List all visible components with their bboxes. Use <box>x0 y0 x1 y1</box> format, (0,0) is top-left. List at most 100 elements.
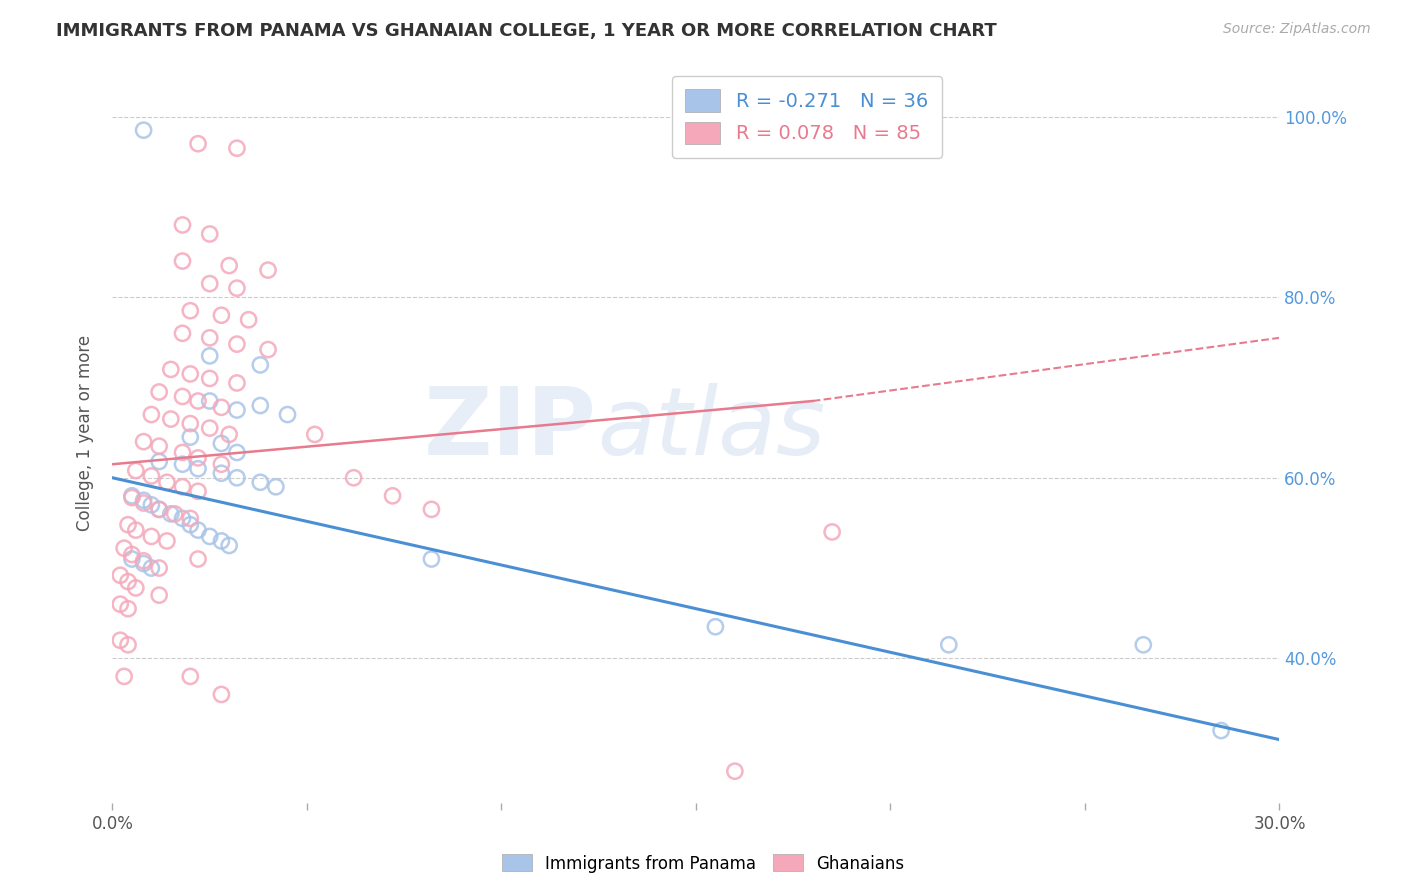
Point <box>198 529 221 543</box>
Point <box>117 601 139 615</box>
Point <box>172 254 194 268</box>
Point <box>141 561 163 575</box>
Point <box>238 312 260 326</box>
Point <box>218 539 240 553</box>
Point <box>179 367 201 381</box>
Point <box>249 475 271 490</box>
Text: IMMIGRANTS FROM PANAMA VS GHANAIAN COLLEGE, 1 YEAR OR MORE CORRELATION CHART: IMMIGRANTS FROM PANAMA VS GHANAIAN COLLE… <box>56 22 997 40</box>
Point <box>179 517 201 532</box>
Point <box>198 394 221 409</box>
Point <box>226 471 249 485</box>
Point <box>198 331 221 345</box>
Point <box>209 688 232 702</box>
Point <box>179 303 201 318</box>
Point <box>132 496 155 510</box>
Point <box>257 343 280 357</box>
Point <box>132 557 155 571</box>
Point <box>172 218 194 232</box>
Point <box>112 669 135 683</box>
Point <box>264 480 287 494</box>
Point <box>226 403 249 417</box>
Point <box>160 362 183 376</box>
Point <box>117 517 139 532</box>
Point <box>110 568 132 582</box>
Point <box>198 371 221 385</box>
Point <box>148 439 170 453</box>
Point <box>141 469 163 483</box>
Point <box>704 620 727 634</box>
Point <box>198 421 221 435</box>
Point <box>209 401 232 415</box>
Point <box>226 337 249 351</box>
Point <box>343 471 366 485</box>
Point <box>276 408 298 422</box>
Point <box>172 445 194 459</box>
Point <box>148 502 170 516</box>
Point <box>141 498 163 512</box>
Point <box>156 475 179 490</box>
Point <box>172 511 194 525</box>
Point <box>249 399 271 413</box>
Point <box>1209 723 1232 738</box>
Point <box>249 358 271 372</box>
Text: ZIP: ZIP <box>423 383 596 475</box>
Point <box>148 502 170 516</box>
Point <box>125 464 148 478</box>
Point <box>187 523 209 537</box>
Point <box>132 123 155 137</box>
Legend: R = -0.271   N = 36, R = 0.078   N = 85: R = -0.271 N = 36, R = 0.078 N = 85 <box>672 76 942 158</box>
Point <box>160 507 183 521</box>
Point <box>218 259 240 273</box>
Point <box>125 523 148 537</box>
Point <box>117 638 139 652</box>
Point <box>132 493 155 508</box>
Point <box>156 533 179 548</box>
Point <box>187 394 209 409</box>
Point <box>198 277 221 291</box>
Legend: Immigrants from Panama, Ghanaians: Immigrants from Panama, Ghanaians <box>495 847 911 880</box>
Point <box>381 489 404 503</box>
Point <box>226 141 249 155</box>
Point <box>198 227 221 241</box>
Point <box>209 308 232 322</box>
Text: atlas: atlas <box>596 384 825 475</box>
Point <box>198 349 221 363</box>
Point <box>304 427 326 442</box>
Point <box>117 574 139 589</box>
Point <box>187 552 209 566</box>
Y-axis label: College, 1 year or more: College, 1 year or more <box>76 334 94 531</box>
Point <box>209 436 232 450</box>
Point <box>121 552 143 566</box>
Point <box>226 445 249 459</box>
Point <box>821 524 844 539</box>
Point <box>187 450 209 465</box>
Point <box>218 427 240 442</box>
Point <box>420 552 443 566</box>
Point <box>132 554 155 568</box>
Point <box>121 491 143 505</box>
Point <box>163 507 186 521</box>
Point <box>179 417 201 431</box>
Point <box>110 633 132 648</box>
Point <box>187 461 209 475</box>
Point <box>160 412 183 426</box>
Point <box>148 588 170 602</box>
Point <box>172 326 194 341</box>
Point <box>420 502 443 516</box>
Point <box>209 533 232 548</box>
Point <box>226 376 249 390</box>
Point <box>148 384 170 399</box>
Point <box>187 484 209 499</box>
Point <box>141 408 163 422</box>
Point <box>226 281 249 295</box>
Point <box>148 561 170 575</box>
Point <box>125 581 148 595</box>
Point <box>179 430 201 444</box>
Point <box>179 511 201 525</box>
Point <box>257 263 280 277</box>
Point <box>179 669 201 683</box>
Point <box>121 489 143 503</box>
Point <box>172 390 194 404</box>
Point <box>110 597 132 611</box>
Point <box>187 136 209 151</box>
